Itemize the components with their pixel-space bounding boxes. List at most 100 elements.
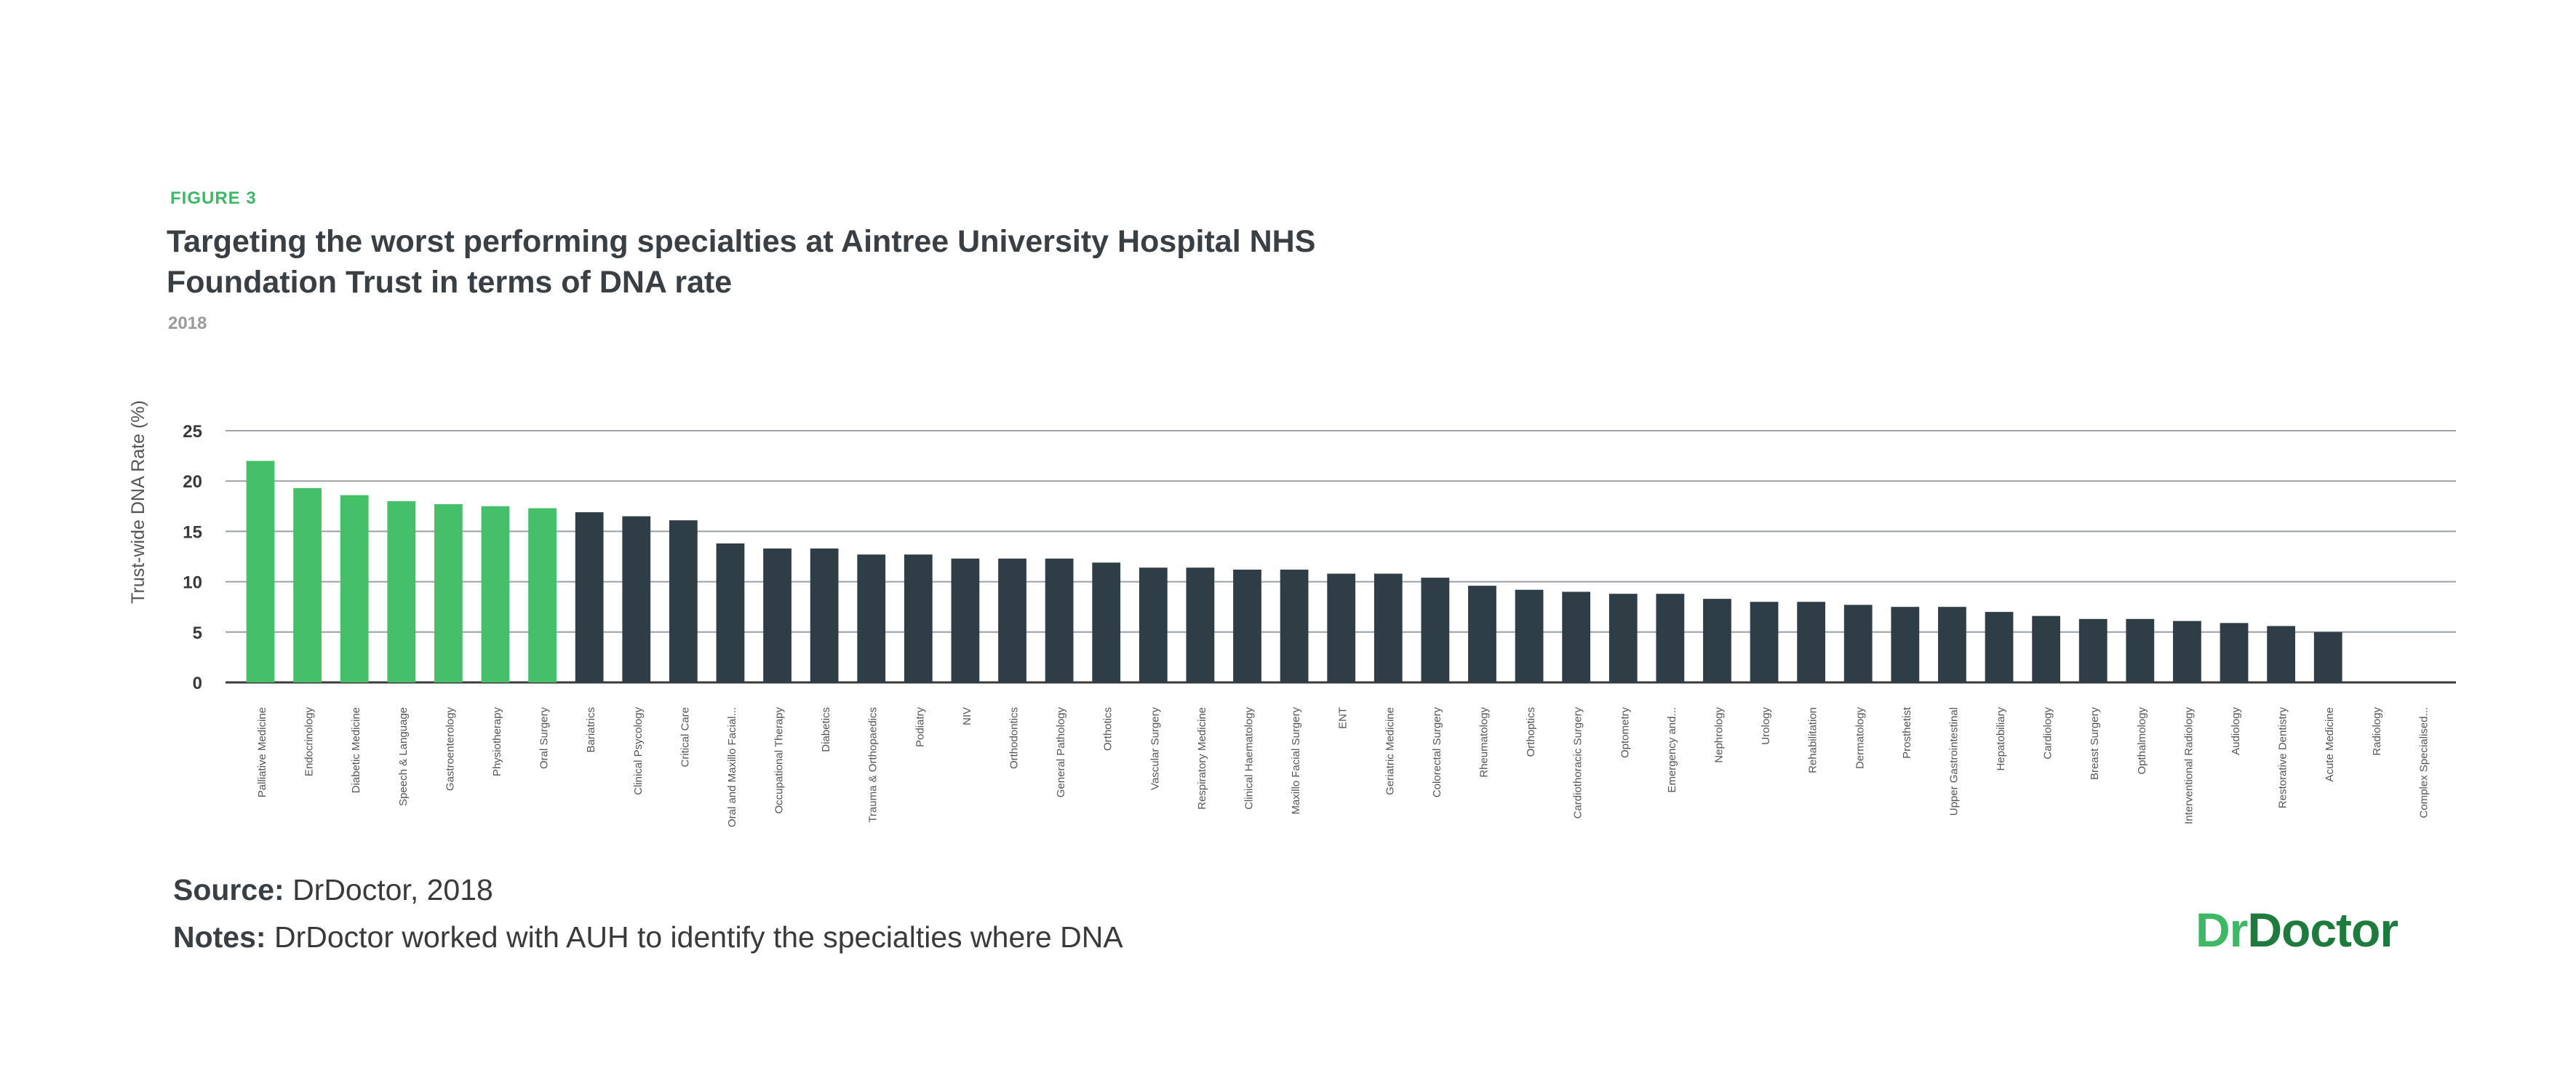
bar <box>1938 607 1966 682</box>
y-tick-label: 20 <box>183 472 202 492</box>
x-tick-label: Emergency and... <box>1666 707 1678 793</box>
bar <box>387 501 416 682</box>
bar <box>575 512 604 682</box>
x-tick-label: Oral Surgery <box>538 707 551 770</box>
x-tick-label: Critical Care <box>679 707 691 768</box>
x-tick-label: Cardiology <box>2042 707 2054 760</box>
x-tick-label: Clinical Haematology <box>1243 707 1256 810</box>
bar <box>1562 591 1591 682</box>
logo-dr: Dr <box>2196 903 2248 957</box>
x-tick-label: General Pathology <box>1055 707 1067 798</box>
bar <box>1233 569 1261 682</box>
x-tick-label: Palliative Medicine <box>256 707 268 797</box>
bar <box>951 558 980 682</box>
x-tick-label: Urology <box>1760 707 1772 745</box>
x-tick-label: Diabetics <box>820 707 832 752</box>
bar <box>810 548 839 682</box>
notes-label: Notes: <box>173 920 266 954</box>
x-tick-label: Acute Medicine <box>2324 707 2336 782</box>
x-tick-label: NIV <box>961 707 973 725</box>
bar <box>293 487 322 682</box>
bar <box>1045 558 1074 682</box>
x-tick-label: Complex Specialised... <box>2417 707 2430 818</box>
x-tick-label: Rehabilitation <box>1807 707 1819 773</box>
bar <box>1891 607 1920 682</box>
x-tick-label: Diabetic Medicine <box>350 707 362 793</box>
bar <box>857 554 886 682</box>
x-tick-label: Restorative Dentistry <box>2277 707 2289 809</box>
bar <box>998 558 1026 682</box>
chart-subtitle: 2018 <box>168 314 207 333</box>
x-tick-label: Radiology <box>2371 707 2383 756</box>
x-tick-label: Prosthetist <box>1901 706 1913 759</box>
bar <box>1373 573 1403 682</box>
x-tick-label: Endocrinology <box>303 707 316 777</box>
bar <box>669 520 698 682</box>
y-tick-label: 5 <box>193 623 202 643</box>
bar <box>2173 621 2201 682</box>
x-tick-label: Optometry <box>1619 707 1631 759</box>
x-tick-label: Physiotherapy <box>491 707 503 777</box>
bar <box>1092 562 1121 682</box>
bar <box>1421 578 1450 682</box>
x-tick-label: Interventional Radiology <box>2182 707 2195 824</box>
bar <box>1608 594 1638 682</box>
bar <box>2313 631 2342 682</box>
x-tick-label: Hepatobiliary <box>1995 707 2007 771</box>
y-tick-label: 15 <box>183 522 202 542</box>
x-tick-label: Orthoptics <box>1525 707 1537 757</box>
bar <box>246 461 275 682</box>
x-tick-label: Cardiothoracic Surgery <box>1572 707 1584 819</box>
x-tick-label: Trauma & Orthopaedics <box>867 707 880 823</box>
x-tick-label: Speech & Language <box>397 707 410 806</box>
x-tick-label: Breast Surgery <box>2089 707 2101 781</box>
bar <box>1656 594 1685 682</box>
bar <box>2220 623 2249 682</box>
x-tick-label: Orthotics <box>1102 707 1114 751</box>
notes-text: DrDoctor worked with AUH to identify the… <box>274 920 1123 954</box>
y-tick-label: 25 <box>183 422 202 442</box>
bar <box>1703 599 1731 682</box>
y-tick-label: 0 <box>193 674 202 693</box>
x-tick-label: Upper Gastrointestinal <box>1947 707 1960 816</box>
x-tick-label: Clinical Psycology <box>632 707 645 795</box>
bar <box>1985 612 2014 682</box>
notes: Notes: DrDoctor worked with AUH to ident… <box>173 920 1123 954</box>
chart-title: Targeting the worst performing specialti… <box>167 224 1316 300</box>
bar <box>1139 567 1168 682</box>
bar <box>1280 569 1309 682</box>
bar <box>2267 626 2295 682</box>
x-tick-label: Opthalmology <box>2136 707 2148 775</box>
x-tick-label: Respiratory Medicine <box>1196 707 1208 810</box>
x-tick-label: Bariatrics <box>585 707 597 753</box>
figure-label: FIGURE 3 <box>170 188 257 208</box>
x-tick-label: Audiology <box>2230 707 2242 755</box>
source-label: Source: <box>173 873 284 906</box>
x-tick-label: Dermatology <box>1854 707 1866 770</box>
bar <box>1750 602 1779 682</box>
bar <box>763 548 791 682</box>
bar <box>340 495 369 682</box>
bar <box>2032 615 2061 682</box>
logo-doctor: Doctor <box>2247 903 2398 957</box>
x-tick-label: Nephrology <box>1712 707 1725 763</box>
bar <box>434 504 463 682</box>
y-tick-label: 10 <box>183 573 202 593</box>
bar <box>481 506 510 682</box>
x-tick-label: Rheumatology <box>1478 707 1490 778</box>
bar <box>1843 605 1873 682</box>
bar <box>716 543 745 682</box>
bar <box>1327 573 1356 682</box>
x-tick-label: Orthodontics <box>1008 707 1021 769</box>
bar <box>1186 567 1215 682</box>
bar <box>622 516 651 682</box>
bar <box>904 554 933 682</box>
source-text: DrDoctor, 2018 <box>292 873 493 906</box>
bar <box>1468 586 1496 682</box>
x-tick-label: Maxillo Facial Surgery <box>1290 707 1302 815</box>
x-tick-label: ENT <box>1337 707 1349 729</box>
bar-chart: 0 5 10 15 20 25 Trust-wide DNA Rate (%) Palliat… <box>128 400 2456 827</box>
x-tick-label: Vascular Surgery <box>1149 707 1161 790</box>
bar <box>1797 602 1826 682</box>
x-tick-label: Colorectal Surgery <box>1431 707 1443 798</box>
